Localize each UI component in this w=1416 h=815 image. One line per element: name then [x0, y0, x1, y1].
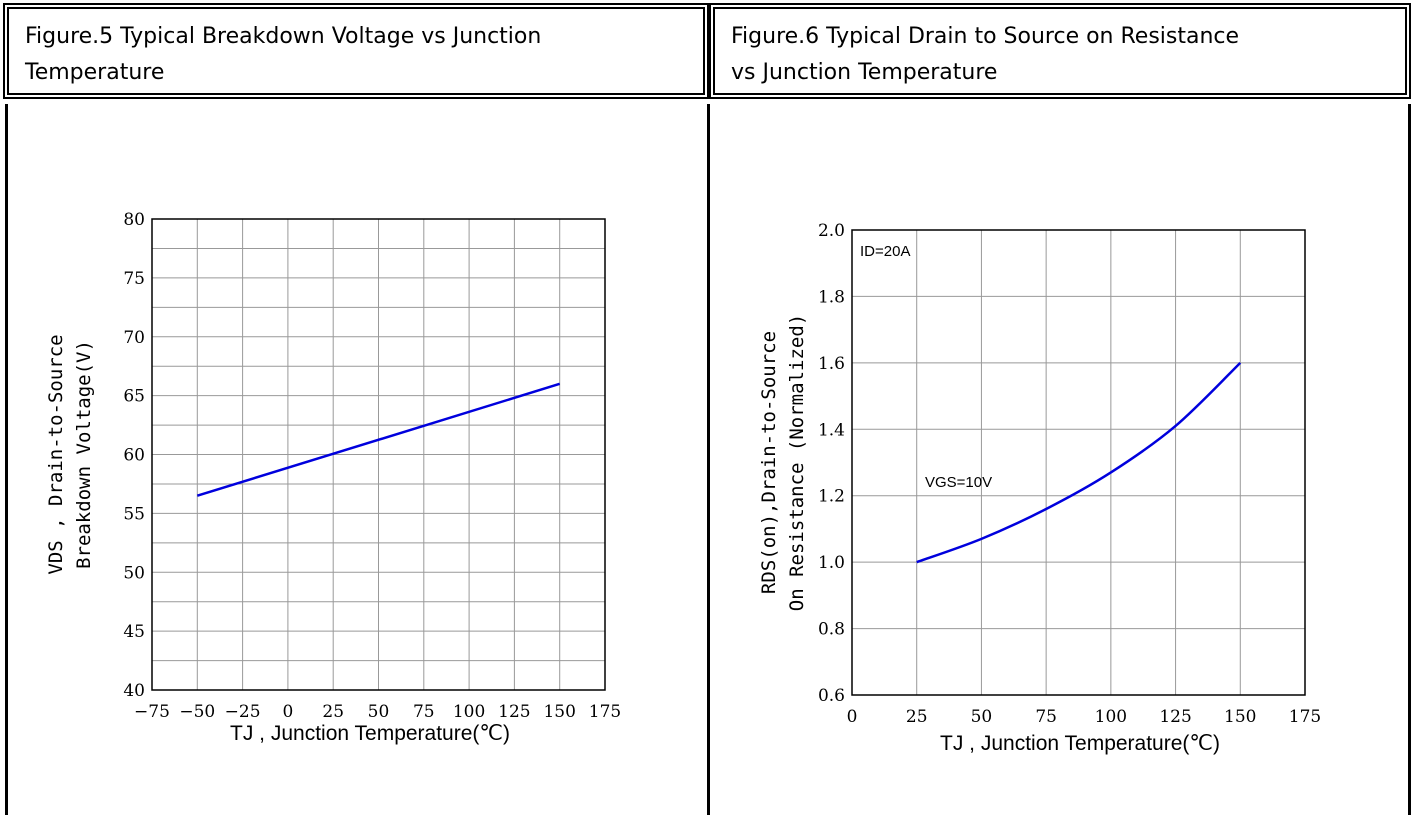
chart6-annotation: VGS=10V [925, 474, 992, 491]
chart6-xtick-label: 150 [1224, 707, 1256, 727]
figure5-title-line2: Temperature [25, 60, 165, 85]
chart5-xtick-label: 150 [543, 702, 575, 722]
chart6-series-line [916, 361, 1242, 564]
chart6-plot-frame [851, 229, 1306, 696]
chart6-annotation: ID=20A [860, 243, 910, 260]
chart6-xtick-label: 25 [906, 707, 928, 727]
right-border [1408, 104, 1411, 815]
chart6-xtick-label: 100 [1095, 707, 1127, 727]
chart5-ytick-label: 55 [123, 504, 145, 524]
chart6-ytick-label: 1.8 [818, 287, 845, 307]
chart5-xlabel: TJ , Junction Temperature(℃) [230, 722, 510, 745]
chart5-xtick-label: 50 [368, 702, 390, 722]
chart5-xtick-label: −25 [225, 702, 261, 722]
chart5-xtick-label: −50 [179, 702, 215, 722]
chart5-ytick-label: 70 [123, 328, 145, 348]
figure5-header: Figure.5 Typical Breakdown Voltage vs Ju… [3, 3, 709, 99]
chart5-ylabel: Breakdown Voltage(V) [73, 340, 95, 569]
figure6-header: Figure.6 Typical Drain to Source on Resi… [709, 3, 1411, 99]
chart6-ylabel: RDS(on),Drain-to-Source [758, 331, 780, 594]
chart6-ytick-label: 1.6 [818, 354, 845, 374]
chart5-ytick-label: 80 [123, 210, 145, 230]
chart6-ytick-label: 1.0 [818, 553, 845, 573]
chart6-xlabel: TJ , Junction Temperature(℃) [940, 732, 1220, 755]
chart5-xtick-label: 100 [453, 702, 485, 722]
chart5-ytick-label: 50 [123, 563, 145, 583]
chart5-xtick-label: 75 [413, 702, 435, 722]
figure6-title: Figure.6 Typical Drain to Source on Resi… [731, 19, 1395, 91]
middle-border [707, 104, 710, 815]
chart5-ytick-label: 75 [123, 269, 145, 289]
chart6-ylabel: On Resistance (Normalized) [786, 314, 808, 611]
chart6-ytick-label: 0.8 [818, 620, 845, 640]
chart5-xtick-label: −75 [134, 702, 170, 722]
figure6-title-line1: Figure.6 Typical Drain to Source on Resi… [731, 24, 1240, 49]
chart5-ytick-label: 40 [123, 681, 145, 701]
chart6-xtick-label: 75 [1035, 707, 1057, 727]
figure6-title-line2: vs Junction Temperature [731, 60, 998, 85]
chart6-xtick-label: 125 [1159, 707, 1191, 727]
chart5-xtick-label: 0 [282, 702, 293, 722]
figure5-title-line1: Figure.5 Typical Breakdown Voltage vs Ju… [25, 24, 542, 49]
chart6-xtick-label: 0 [847, 707, 858, 727]
chart5-plot-frame [151, 218, 606, 691]
chart5-xtick-label: 25 [322, 702, 344, 722]
chart6-ytick-label: 0.6 [818, 686, 845, 706]
chart6-ytick-label: 1.4 [818, 420, 845, 440]
chart5-xtick-label: 125 [498, 702, 530, 722]
chart5-ytick-label: 60 [123, 446, 145, 466]
chart5-series-line [196, 382, 561, 497]
left-border [5, 104, 8, 815]
chart6-ytick-label: 1.2 [818, 487, 845, 507]
chart6-xtick-label: 50 [971, 707, 993, 727]
chart5-xtick-label: 175 [589, 702, 621, 722]
figure5-title: Figure.5 Typical Breakdown Voltage vs Ju… [25, 19, 693, 91]
chart6-xtick-label: 175 [1289, 707, 1321, 727]
chart5-ylabel: VDS , Drain-to-Source [45, 334, 67, 574]
chart6-ytick-label: 2.0 [818, 221, 845, 241]
chart5-ytick-label: 65 [123, 387, 145, 407]
header-row: Figure.5 Typical Breakdown Voltage vs Ju… [3, 3, 1411, 99]
chart5-ytick-label: 45 [123, 622, 145, 642]
